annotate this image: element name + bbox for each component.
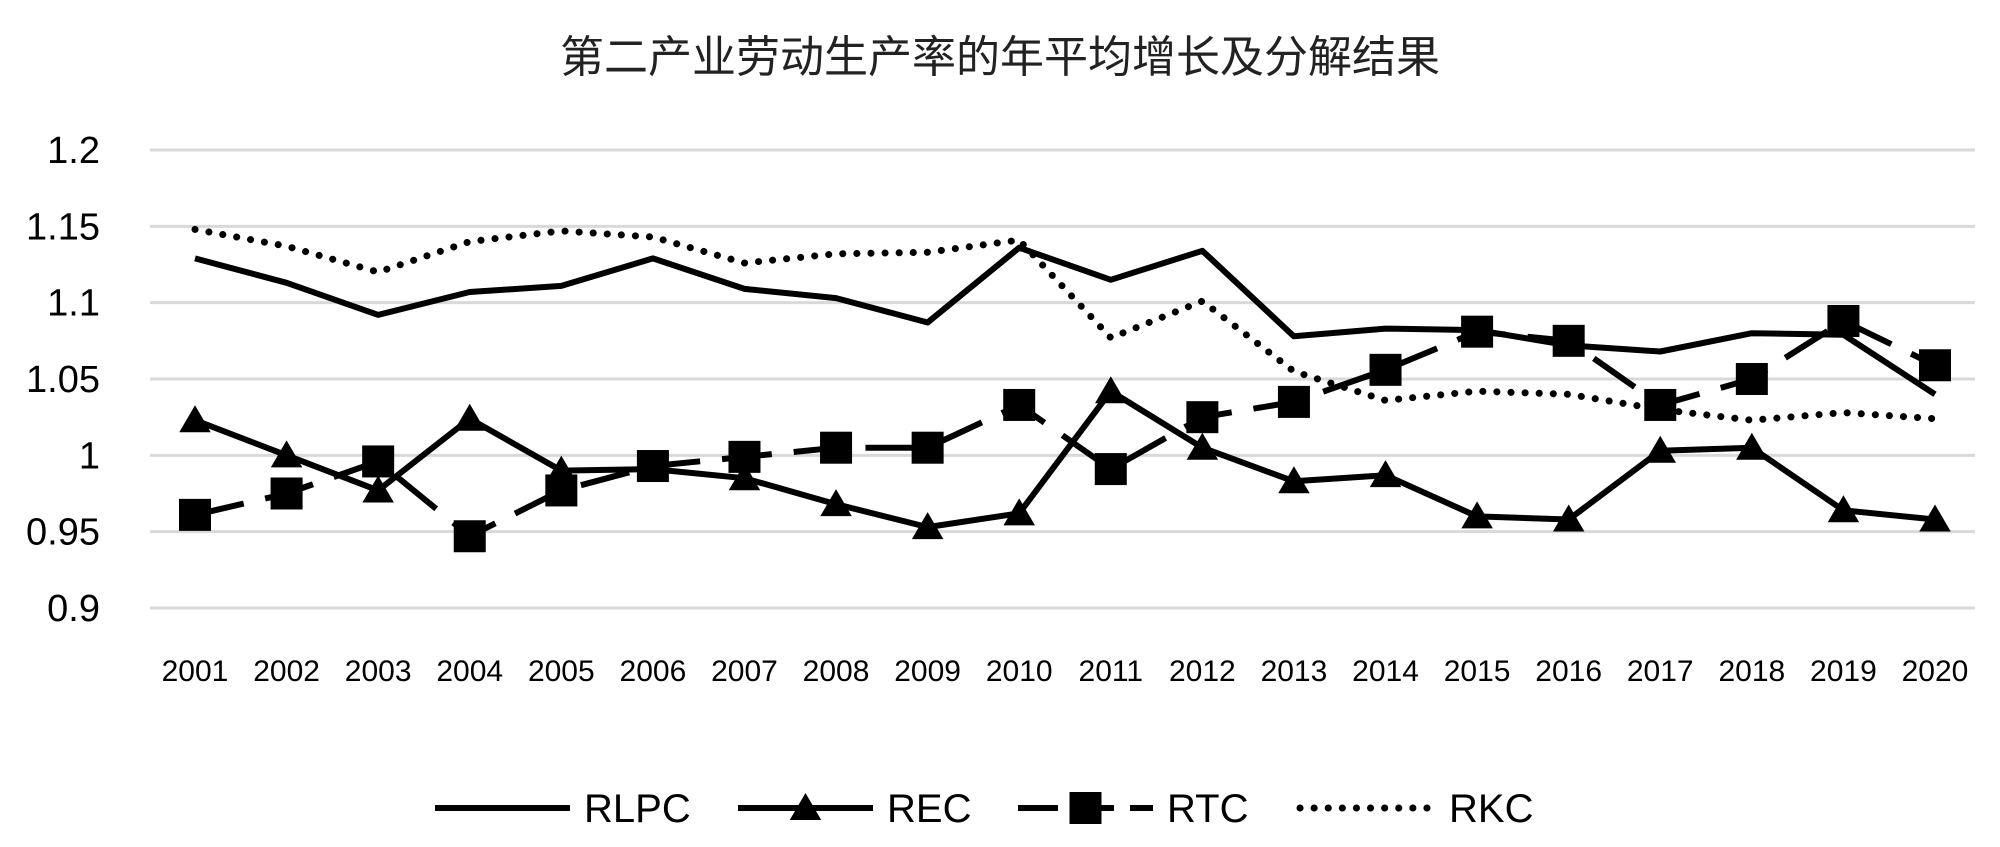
data-point-rtc xyxy=(1919,349,1951,382)
data-point-rec xyxy=(911,512,944,540)
series-line-rlpc xyxy=(194,244,1937,397)
x-tick-label: 2019 xyxy=(1810,655,1877,688)
y-tick-label: 0.9 xyxy=(47,588,100,630)
legend: RLPC REC RTC RKC xyxy=(435,787,1533,831)
y-tick-label: 1.05 xyxy=(26,359,100,401)
data-point-rec xyxy=(728,463,761,491)
data-point-rtc xyxy=(820,431,853,464)
gridlines xyxy=(150,148,1975,610)
x-tick-label: 2014 xyxy=(1352,655,1419,688)
data-point-rec xyxy=(820,489,852,517)
legend-label-rec: REC xyxy=(887,787,971,831)
x-tick-label: 2012 xyxy=(1169,655,1236,688)
x-tick-label: 2015 xyxy=(1444,655,1511,688)
x-tick-label: 2001 xyxy=(162,655,229,688)
data-point-rtc xyxy=(179,498,211,531)
x-tick-label: 2011 xyxy=(1079,655,1144,688)
legend-item-rec: REC xyxy=(738,787,971,831)
data-point-rec xyxy=(270,440,303,468)
y-tick-label: 1.2 xyxy=(47,130,100,172)
legend-item-rkc: RKC xyxy=(1296,787,1533,831)
data-point-rec xyxy=(1186,432,1219,460)
legend-item-rlpc: RLPC xyxy=(435,787,691,831)
data-point-rec xyxy=(1095,376,1127,404)
x-tick-label: 2002 xyxy=(253,655,320,688)
data-point-rtc xyxy=(1735,363,1768,395)
data-point-rec xyxy=(1278,466,1310,494)
data-point-rtc xyxy=(636,450,669,483)
series-lines xyxy=(179,225,1951,553)
y-tick-label: 1 xyxy=(79,435,100,477)
data-point-rtc xyxy=(362,445,395,478)
y-tick-label: 0.95 xyxy=(26,512,100,554)
data-point-rec xyxy=(1919,504,1951,532)
x-tick-label: 2020 xyxy=(1902,655,1969,688)
data-point-rtc xyxy=(1369,353,1402,386)
x-tick-label: 2007 xyxy=(711,655,778,688)
legend-label-rtc: RTC xyxy=(1167,787,1248,831)
x-tick-label: 2008 xyxy=(803,655,870,688)
data-point-rec xyxy=(1003,498,1035,526)
data-point-rtc xyxy=(270,477,303,510)
data-point-rec xyxy=(1827,495,1860,523)
x-tick-label: 2016 xyxy=(1535,655,1602,688)
data-point-rec xyxy=(1644,435,1677,463)
y-axis-tick-labels: 0.9 0.95 1 1.05 1.1 1.15 1.2 xyxy=(26,130,100,630)
data-point-rtc xyxy=(728,440,761,473)
legend-label-rlpc: RLPC xyxy=(584,787,691,831)
legend-marker-rtc xyxy=(1069,792,1102,824)
data-point-rtc xyxy=(1827,304,1860,337)
legend-marker-rec xyxy=(789,793,822,820)
x-tick-label: 2010 xyxy=(986,655,1053,688)
y-tick-label: 1.15 xyxy=(26,206,100,248)
data-point-rtc xyxy=(1094,453,1127,486)
data-point-rtc xyxy=(1552,324,1585,357)
data-point-rec xyxy=(1736,432,1768,460)
data-point-rtc xyxy=(1461,315,1494,348)
x-tick-label: 2006 xyxy=(620,655,687,688)
y-tick-label: 1.1 xyxy=(47,283,100,325)
chart-title: 第二产业劳动生产率的年平均增长及分解结果 xyxy=(560,32,1440,83)
data-point-rtc xyxy=(1277,385,1310,418)
x-tick-label: 2003 xyxy=(345,655,412,688)
data-point-rec xyxy=(453,403,486,431)
legend-item-rtc: RTC xyxy=(1018,787,1248,831)
x-tick-label: 2013 xyxy=(1261,655,1328,688)
x-tick-label: 2004 xyxy=(436,655,503,688)
legend-label-rkc: RKC xyxy=(1449,787,1533,831)
data-point-rtc xyxy=(1186,401,1219,434)
data-point-rec xyxy=(1461,501,1493,529)
x-tick-label: 2018 xyxy=(1718,655,1785,688)
x-axis-tick-labels: 2001 2002 2003 2004 2005 2006 2007 2008 2009 2010… xyxy=(162,655,1969,688)
x-tick-label: 2017 xyxy=(1627,655,1694,688)
data-point-rec xyxy=(1369,460,1402,488)
data-point-rtc xyxy=(545,474,578,507)
data-point-rec xyxy=(179,405,211,433)
data-point-rtc xyxy=(1003,388,1036,421)
series-rlpc xyxy=(194,244,1937,397)
data-point-rtc xyxy=(911,431,944,464)
data-point-rec xyxy=(1552,504,1585,532)
series-rtc xyxy=(179,304,1951,553)
x-tick-label: 2005 xyxy=(528,655,595,688)
data-point-rtc xyxy=(453,520,486,553)
data-point-rec xyxy=(362,475,394,503)
x-tick-label: 2009 xyxy=(894,655,961,688)
